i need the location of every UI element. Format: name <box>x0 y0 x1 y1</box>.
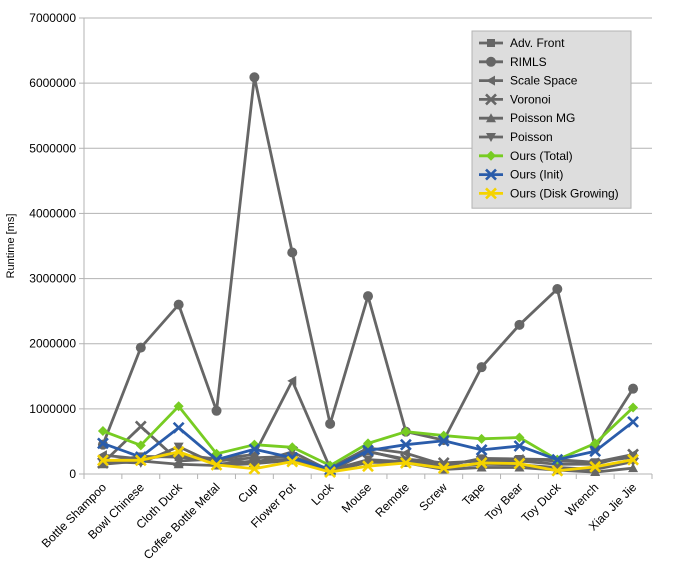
legend-entry: Poisson <box>479 130 553 144</box>
legend-entry: Adv. Front <box>479 36 565 50</box>
y-tick-labels: 0 1000000 2000000 3000000 4000000 5000000 6000… <box>29 11 76 481</box>
legend-entry: Ours (Disk Growing) <box>479 186 619 200</box>
legend-entry: Scale Space <box>479 74 578 88</box>
legend-label: Scale Space <box>510 74 578 88</box>
marker <box>249 456 260 466</box>
marker <box>628 383 639 394</box>
y-tick-label: 2000000 <box>29 337 76 351</box>
legend-label: Voronoi <box>510 92 551 106</box>
legend-entry: Poisson MG <box>479 111 575 125</box>
y-tick-label: 3000000 <box>29 272 76 286</box>
marker <box>437 434 450 447</box>
legend-label: Ours (Total) <box>510 149 573 163</box>
legend: Adv. Front RIMLS Scale Space Voronoi Poisson… <box>471 30 632 209</box>
marker <box>211 405 222 416</box>
marker <box>487 39 495 47</box>
marker <box>400 426 411 437</box>
marker <box>486 113 496 123</box>
legend-label: Poisson <box>510 130 553 144</box>
marker <box>248 443 261 456</box>
marker <box>514 319 525 330</box>
marker <box>362 444 374 457</box>
marker <box>486 150 496 161</box>
marker <box>324 466 337 478</box>
marker <box>486 56 496 67</box>
legend-entry: RIMLS <box>479 55 547 69</box>
marker <box>513 440 526 452</box>
marker <box>485 93 497 106</box>
marker <box>485 187 497 200</box>
marker <box>486 133 496 142</box>
marker <box>475 443 488 456</box>
marker <box>248 462 261 475</box>
series-lines <box>97 72 639 478</box>
marker <box>552 283 563 294</box>
legend-label: Adv. Front <box>510 36 565 50</box>
marker <box>628 402 639 413</box>
marker <box>589 445 602 458</box>
marker <box>210 458 223 471</box>
marker <box>135 440 146 451</box>
marker <box>97 426 108 437</box>
marker <box>486 75 495 86</box>
marker <box>485 168 497 181</box>
marker <box>172 445 185 458</box>
marker <box>172 421 185 434</box>
series-ours-init <box>97 415 639 476</box>
marker <box>287 247 298 258</box>
marker <box>286 455 299 468</box>
marker <box>552 463 563 473</box>
marker <box>173 442 184 452</box>
marker <box>134 420 147 433</box>
y-tick-label: 1000000 <box>29 402 76 416</box>
marker <box>135 342 146 353</box>
marker <box>363 455 373 465</box>
series-ours-disk-growing <box>97 445 639 478</box>
marker <box>589 460 602 473</box>
marker <box>476 362 487 373</box>
marker <box>173 459 184 469</box>
y-axis-title: Runtime [ms] <box>5 214 17 279</box>
marker <box>437 462 450 475</box>
legend-entry: Ours (Total) <box>479 149 573 163</box>
marker <box>627 453 639 466</box>
marker <box>363 438 373 449</box>
marker <box>590 438 601 449</box>
marker <box>97 454 109 467</box>
marker <box>97 437 109 450</box>
marker <box>628 463 639 473</box>
marker <box>173 299 184 310</box>
marker <box>362 460 374 473</box>
marker <box>514 432 525 443</box>
y-tick-label: 0 <box>69 467 76 481</box>
marker <box>513 457 526 470</box>
marker <box>173 401 184 412</box>
series-rimls <box>97 72 639 453</box>
legend-entry: Voronoi <box>479 92 551 106</box>
marker <box>475 457 488 469</box>
legend-entry: Ours (Init) <box>479 168 563 182</box>
marker <box>551 453 564 466</box>
legend-label: Ours (Disk Growing) <box>510 186 619 200</box>
marker <box>325 418 336 429</box>
y-tick-label: 6000000 <box>29 76 76 90</box>
y-tick-label: 7000000 <box>29 11 76 25</box>
legend-label: RIMLS <box>510 55 547 69</box>
marker <box>627 415 639 428</box>
marker <box>551 464 564 477</box>
marker <box>476 433 487 444</box>
marker <box>363 291 373 302</box>
y-tick-label: 5000000 <box>29 141 76 155</box>
marker <box>287 375 297 386</box>
marker <box>134 454 147 467</box>
marker <box>287 442 298 453</box>
marker <box>399 438 412 451</box>
marker <box>399 457 412 469</box>
legend-label: Ours (Init) <box>510 168 563 182</box>
y-tick-label: 4000000 <box>29 206 76 220</box>
legend-label: Poisson MG <box>510 111 575 125</box>
marker <box>249 72 260 83</box>
